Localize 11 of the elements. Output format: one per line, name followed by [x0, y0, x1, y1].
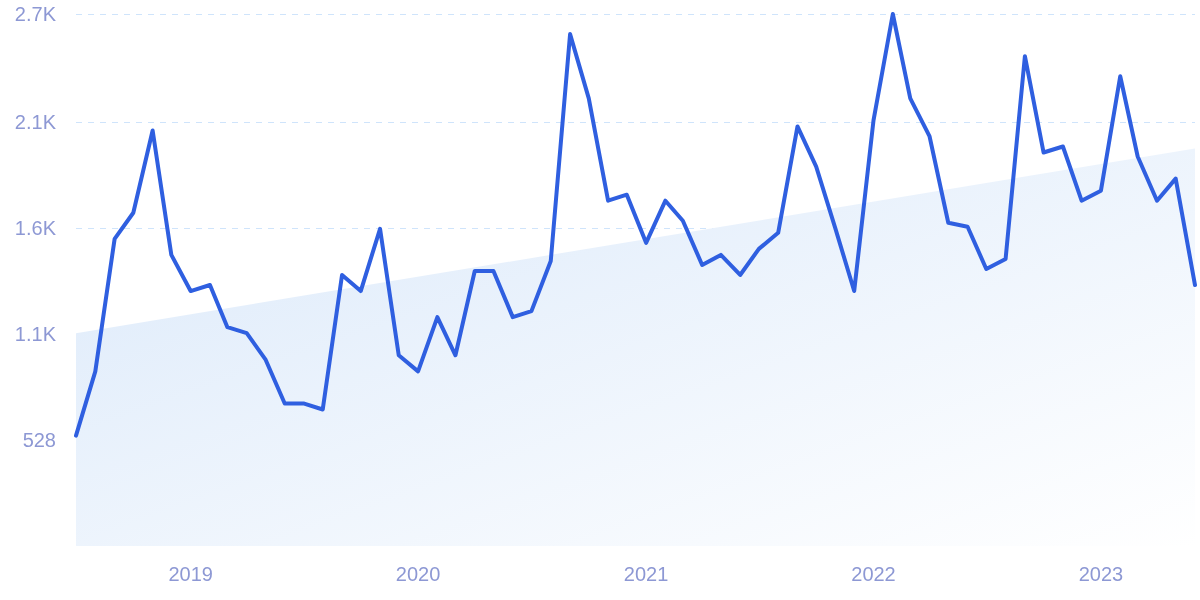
- line-series: [74, 12, 1197, 438]
- x-tick-label: 2019: [168, 563, 213, 585]
- y-tick-label: 1.1K: [14, 323, 57, 345]
- y-tick-label: 2.1K: [14, 111, 57, 134]
- x-tick-label: 2020: [395, 563, 441, 585]
- y-tick-label: 2.7K: [14, 3, 57, 25]
- y-tick-label: 528: [22, 429, 56, 451]
- x-tick-label: 2023: [1078, 563, 1124, 585]
- y-tick-label: 1.6K: [14, 217, 57, 239]
- x-tick-label: 2021: [623, 563, 669, 585]
- x-tick-label: 2022: [851, 563, 896, 585]
